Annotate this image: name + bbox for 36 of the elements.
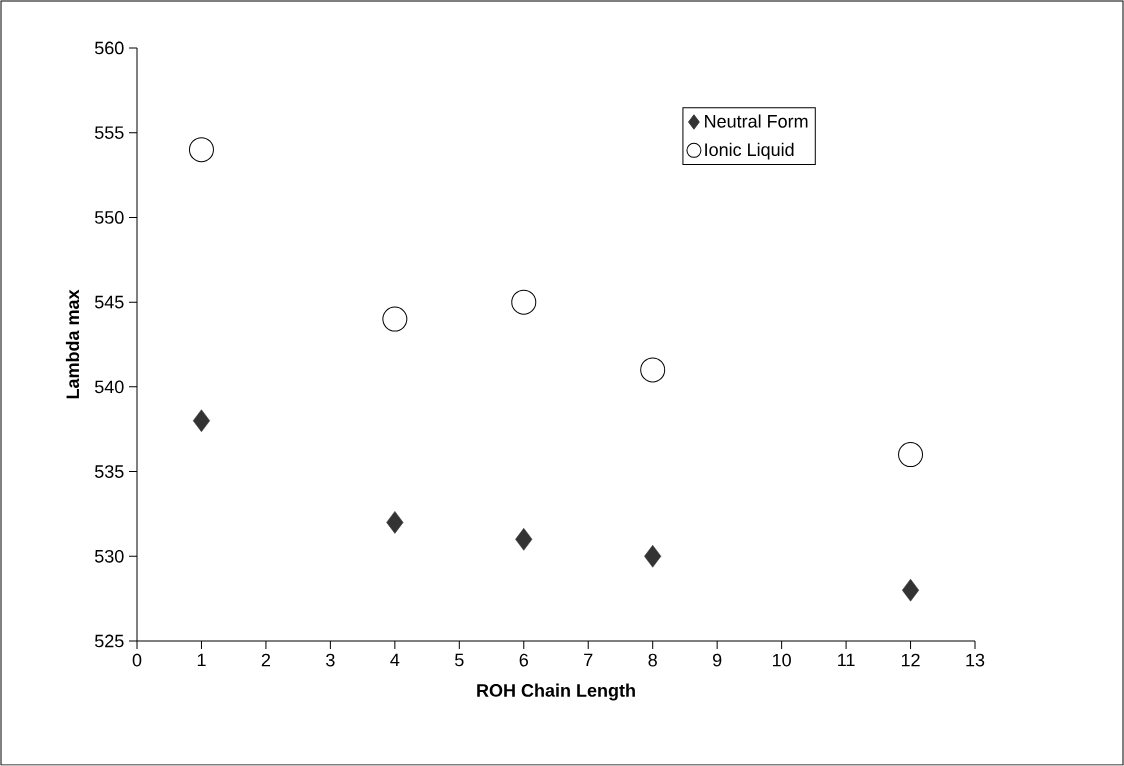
x-tick-label: 3 [326, 653, 335, 667]
point [902, 578, 920, 602]
x-tick-label: 6 [519, 653, 528, 667]
x-tick-label: 1 [197, 653, 206, 667]
point [640, 357, 666, 383]
x-tick-label: 0 [132, 653, 142, 667]
y-tick-label: 545 [94, 295, 124, 309]
y-tick-label: 535 [94, 465, 124, 478]
x-tick-label: 7 [584, 653, 593, 667]
y-tick-label: 540 [94, 380, 124, 394]
x-tick-label: 13 [966, 653, 985, 667]
x-tick-label: 9 [712, 653, 722, 667]
x-tick-label: 2 [261, 653, 271, 667]
y-tick-label: 530 [94, 549, 124, 563]
x-tick-label: 4 [390, 653, 400, 667]
y-tick-label: 560 [94, 41, 124, 55]
point [386, 511, 404, 534]
point [511, 289, 537, 315]
point [515, 528, 533, 551]
y-tick-label: 555 [94, 126, 124, 139]
point [192, 409, 210, 432]
x-tick-label: 11 [838, 653, 855, 667]
point [188, 137, 214, 163]
x-tick-label: 10 [772, 653, 791, 667]
legend-label: Ionic Liquid [705, 142, 794, 160]
point [898, 442, 924, 468]
x-tick-label: 12 [901, 653, 920, 667]
y-tick-label: 525 [94, 634, 124, 648]
legend-label: Neutral Form [705, 114, 808, 128]
x-tick-label: 5 [455, 653, 464, 667]
point [644, 545, 662, 568]
point [382, 306, 408, 332]
y-axis-title: Lambda max [65, 289, 80, 399]
y-tick-label: 550 [94, 211, 124, 224]
x-tick-label: 8 [648, 653, 657, 667]
x-axis-title: ROH Chain Length [477, 683, 635, 701]
